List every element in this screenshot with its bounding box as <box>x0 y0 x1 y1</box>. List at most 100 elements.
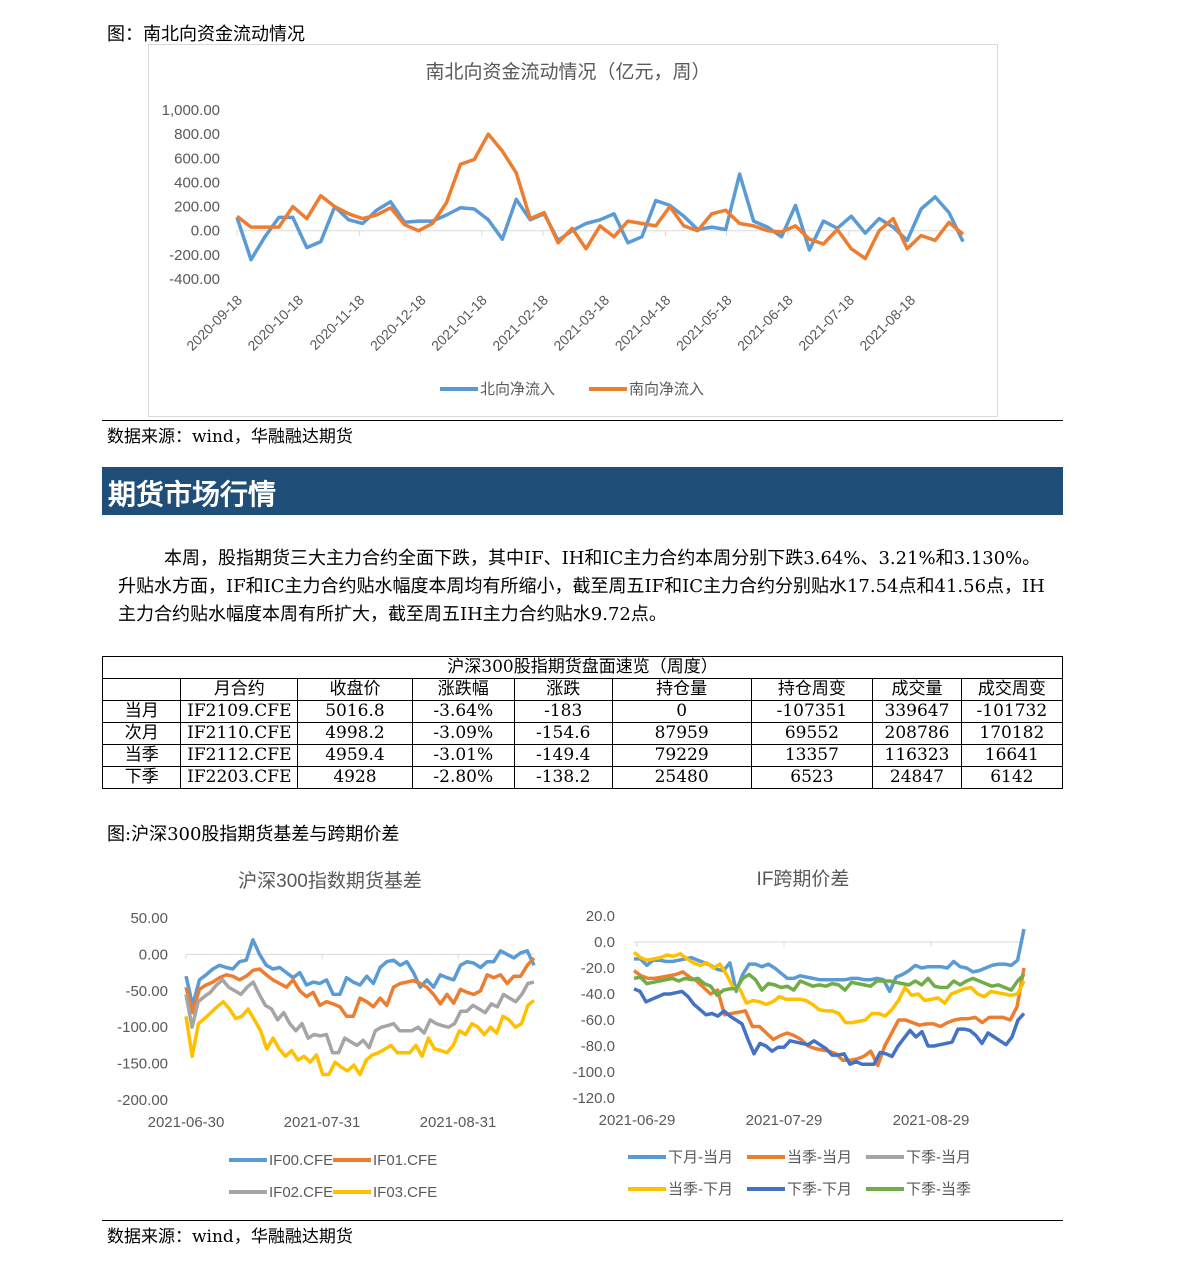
table-cell: IF2109.CFE <box>180 700 299 723</box>
fund-flow-chart: 南北向资金流动情况（亿元，周） 1,000.00 800.00 600.00 400.0… <box>162 61 965 398</box>
legend-label: IF02.CFE <box>269 1184 333 1201</box>
section-banner: 期货市场行情 <box>102 467 1063 515</box>
table-cell: 69552 <box>750 722 874 745</box>
y-tick-label: -100.0 <box>572 1064 615 1081</box>
y-tick-label: -150.00 <box>117 1056 168 1073</box>
table-row: 当月 IF2109.CFE 5016.8 -3.64% -183 0 -107351 3396… <box>101 700 1064 723</box>
table-cell: -3.09% <box>411 722 515 745</box>
column-header: 成交量 <box>872 678 962 701</box>
x-tick-label: 2021-06-29 <box>599 1112 676 1129</box>
x-tick-label: 2021-08-18 <box>856 292 918 354</box>
chart-title: IF跨期价差 <box>757 868 850 890</box>
x-tick-label: 2021-06-30 <box>148 1114 225 1131</box>
table-cell: 下季 <box>101 766 182 789</box>
y-tick-label: -60.0 <box>581 1012 615 1029</box>
x-tick-label: 2021-07-31 <box>284 1114 361 1131</box>
table-cell: 208786 <box>872 722 962 745</box>
table-cell: IF2110.CFE <box>180 722 299 745</box>
series-line-当季-下月 <box>632 951 1026 1025</box>
y-tick-label: -200.00 <box>169 247 220 264</box>
y-tick-label: -200.00 <box>117 1092 168 1109</box>
figure-caption: 图：南北向资金流动情况 <box>107 24 305 45</box>
series-line-IF03.CFE <box>184 998 536 1077</box>
figure-caption: 图:沪深300股指期货基差与跨期价差 <box>107 824 400 845</box>
table-cell: 87959 <box>611 722 752 745</box>
table-cell: 116323 <box>872 744 962 767</box>
legend-label: 下月-当月 <box>668 1149 733 1166</box>
y-tick-label: -80.0 <box>581 1038 615 1055</box>
table-title: 沪深300股指期货盘面速览（周度） <box>102 656 1063 679</box>
x-tick-label: 2021-07-29 <box>746 1112 823 1129</box>
table-cell: IF2203.CFE <box>180 766 299 789</box>
column-header: 月合约 <box>180 678 299 701</box>
table-cell: -183 <box>513 700 613 723</box>
y-tick-label: -100.00 <box>117 1019 168 1036</box>
x-tick-label: 2021-01-18 <box>428 292 490 354</box>
x-tick-label: 2021-02-18 <box>489 292 551 354</box>
spread-chart: IF跨期价差 20.0 0.0 -20.0 -40.0 -60.0 -80.0 -100.0 -… <box>572 868 1026 1198</box>
divider <box>102 420 1063 421</box>
legend-label: 南向净流入 <box>629 381 704 398</box>
y-tick-label: 20.0 <box>586 908 615 925</box>
x-tick-label: 2021-07-18 <box>795 292 857 354</box>
y-tick-label: -40.0 <box>581 986 615 1003</box>
column-header: 成交周变 <box>960 678 1064 701</box>
table-cell: 24847 <box>872 766 962 789</box>
basis-chart: 沪深300指数期货基差 50.00 0.00 -50.00 -100.00 -150.00… <box>117 870 536 1201</box>
table-cell: 0 <box>611 700 752 723</box>
y-tick-label: 0.00 <box>139 946 168 963</box>
series-line-IF01.CFE <box>184 956 536 1019</box>
market-summary-paragraph: 本周，股指期货三大主力合约全面下跌，其中IF、IH和IC主力合约本周分别下跌3.… <box>118 548 1045 625</box>
table-cell: -154.6 <box>513 722 613 745</box>
y-tick-label: -120.0 <box>572 1090 615 1107</box>
legend-label: 当季-当月 <box>787 1149 852 1166</box>
table-cell: 当月 <box>101 700 182 723</box>
column-header: 涨跌 <box>513 678 613 701</box>
table-cell: -2.80% <box>411 766 515 789</box>
series-line-北向净流入 <box>235 172 965 262</box>
table-cell: -149.4 <box>513 744 613 767</box>
table-cell: -107351 <box>750 700 874 723</box>
column-header <box>101 678 182 701</box>
column-header: 涨跌幅 <box>411 678 515 701</box>
column-header: 持仓周变 <box>750 678 874 701</box>
table-cell: 6523 <box>750 766 874 789</box>
legend-label: IF00.CFE <box>269 1152 333 1169</box>
table-cell: 339647 <box>872 700 962 723</box>
series-line-南向净流入 <box>235 132 965 261</box>
table-header-row: 月合约 收盘价 涨跌幅 涨跌 持仓量 持仓周变 成交量 成交周变 <box>101 678 1064 701</box>
table-cell: 4998.2 <box>297 722 413 745</box>
x-tick-label: 2020-12-18 <box>367 292 429 354</box>
x-tick-label: 2021-06-18 <box>734 292 796 354</box>
y-tick-label: -50.00 <box>125 983 168 1000</box>
table-cell: -138.2 <box>513 766 613 789</box>
legend-label: 下季-当季 <box>906 1181 971 1198</box>
source-note: 数据来源：wind，华融融达期货 <box>107 427 353 447</box>
table-cell: -101732 <box>960 700 1064 723</box>
y-tick-label: 50.00 <box>130 910 168 927</box>
legend-label: IF01.CFE <box>373 1152 437 1169</box>
legend-label: 当季-下月 <box>668 1181 733 1198</box>
table-cell: -3.01% <box>411 744 515 767</box>
series-line-下季-下月 <box>633 987 1026 1066</box>
x-tick-label: 2020-11-18 <box>306 292 367 353</box>
column-header: 收盘价 <box>297 678 413 701</box>
table-cell: 4928 <box>297 766 413 789</box>
table-cell: IF2112.CFE <box>180 744 299 767</box>
y-tick-label: 0.00 <box>191 223 220 240</box>
y-tick-label: 600.00 <box>174 150 220 167</box>
x-tick-label: 2021-05-18 <box>673 292 735 354</box>
table-row: 次月 IF2110.CFE 4998.2 -3.09% -154.6 87959 69552… <box>101 722 1064 745</box>
table-cell: 次月 <box>101 722 182 745</box>
table-cell: 当季 <box>101 744 182 767</box>
table-cell: -3.64% <box>411 700 515 723</box>
table-cell: 4959.4 <box>297 744 413 767</box>
x-tick-label: 2021-08-31 <box>420 1114 497 1131</box>
series-line-下月-当月 <box>634 928 1026 994</box>
x-tick-label: 2021-03-18 <box>550 292 612 354</box>
chart-title: 沪深300指数期货基差 <box>238 870 422 892</box>
legend-label: 下季-当月 <box>906 1149 971 1166</box>
x-tick-label: 2021-08-29 <box>893 1112 970 1129</box>
source-note: 数据来源：wind，华融融达期货 <box>107 1227 353 1247</box>
